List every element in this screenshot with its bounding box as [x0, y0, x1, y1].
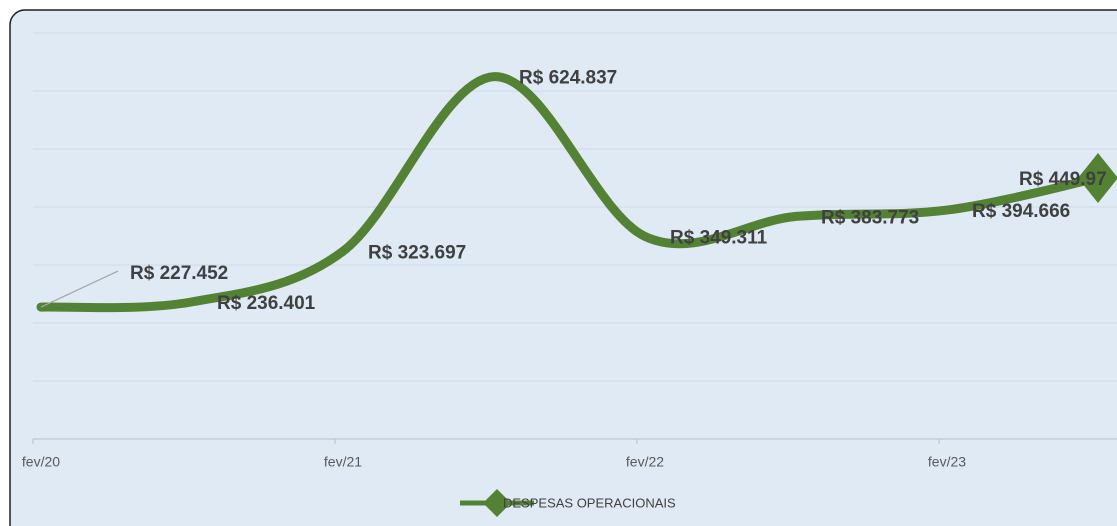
x-tick-label: fev/23	[928, 454, 966, 470]
data-label: R$ 449.97	[1019, 169, 1107, 190]
data-label: R$ 624.837	[519, 68, 617, 89]
series-line	[36, 72, 1103, 313]
x-tick-label: fev/20	[22, 454, 60, 470]
data-label: R$ 227.452	[130, 263, 228, 284]
x-tick-label: fev/22	[626, 454, 664, 470]
point-marker	[1078, 153, 1117, 204]
x-tick-label: fev/21	[324, 454, 362, 470]
data-label: R$ 349.311	[670, 227, 768, 248]
leader-line	[40, 270, 119, 308]
legend-marker	[483, 489, 511, 517]
data-label: R$ 383.773	[821, 207, 919, 228]
plot-area: fev/20 fev/21 fev/22 fev/23 R$ 227.452 R$ 236…	[22, 32, 1117, 470]
data-label: R$ 323.697	[368, 242, 466, 263]
legend-label: DESPESAS OPERACIONAIS	[503, 495, 676, 510]
data-label: R$ 236.401	[217, 293, 316, 314]
chart-frame	[9, 9, 1117, 526]
data-label: R$ 394.666	[972, 201, 1070, 222]
